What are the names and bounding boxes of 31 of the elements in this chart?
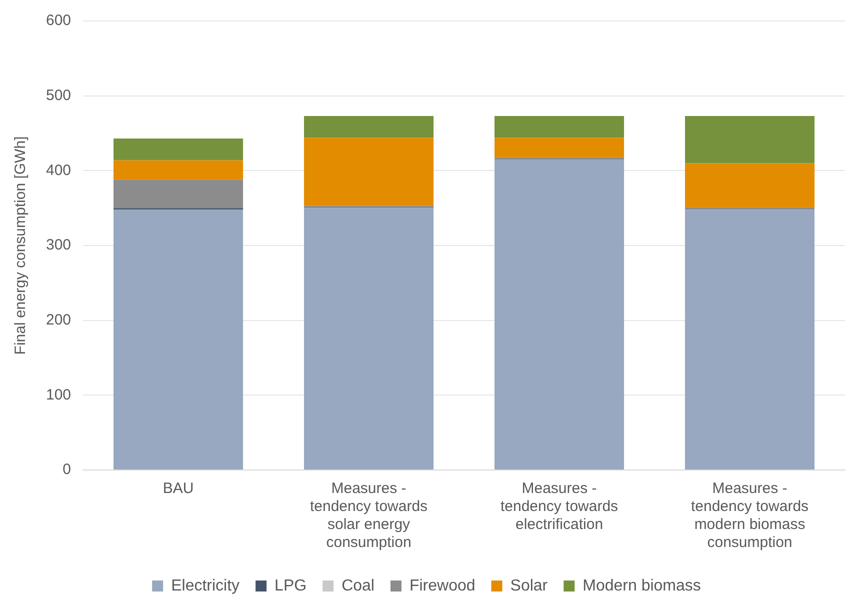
y-tick-label: 600 [46, 12, 72, 30]
bar [684, 116, 815, 164]
y-tick-label: 400 [46, 162, 72, 179]
x-tick-label: Measures - tendency towards solar energy consumption [310, 480, 428, 552]
y-tick-label: 0 [62, 461, 72, 478]
y-tick-label: 100 [46, 386, 72, 404]
y-tick-label: 300 [46, 236, 72, 254]
y-tick-label: 500 [46, 86, 72, 104]
y-tick-label: 200 [46, 311, 72, 328]
x-tick-label: Measures - tendency towards electrification [500, 480, 618, 534]
x-tick-label: Measures - tendency towards modern biomass consumption [690, 480, 809, 552]
legend-label: Electricity [171, 577, 240, 594]
bar [684, 163, 815, 208]
legend-label: Firewood [409, 577, 476, 594]
legend-label: Solar [510, 577, 548, 594]
bar [114, 160, 244, 180]
bar [114, 210, 244, 470]
x-tick-label: BAU [162, 480, 194, 498]
legend-label: Modern biomass [582, 577, 701, 594]
bar [304, 138, 434, 206]
bar [494, 116, 624, 138]
legend-label: LPG [274, 577, 307, 594]
bar [304, 116, 434, 138]
bar [494, 159, 624, 470]
y-axis-title: Final energy consumption [GWh] [12, 136, 30, 355]
bar [114, 180, 244, 208]
bar [494, 138, 624, 158]
bar [684, 210, 815, 470]
bar [114, 138, 244, 160]
legend-label: Coal [342, 577, 374, 594]
bar [304, 208, 434, 470]
